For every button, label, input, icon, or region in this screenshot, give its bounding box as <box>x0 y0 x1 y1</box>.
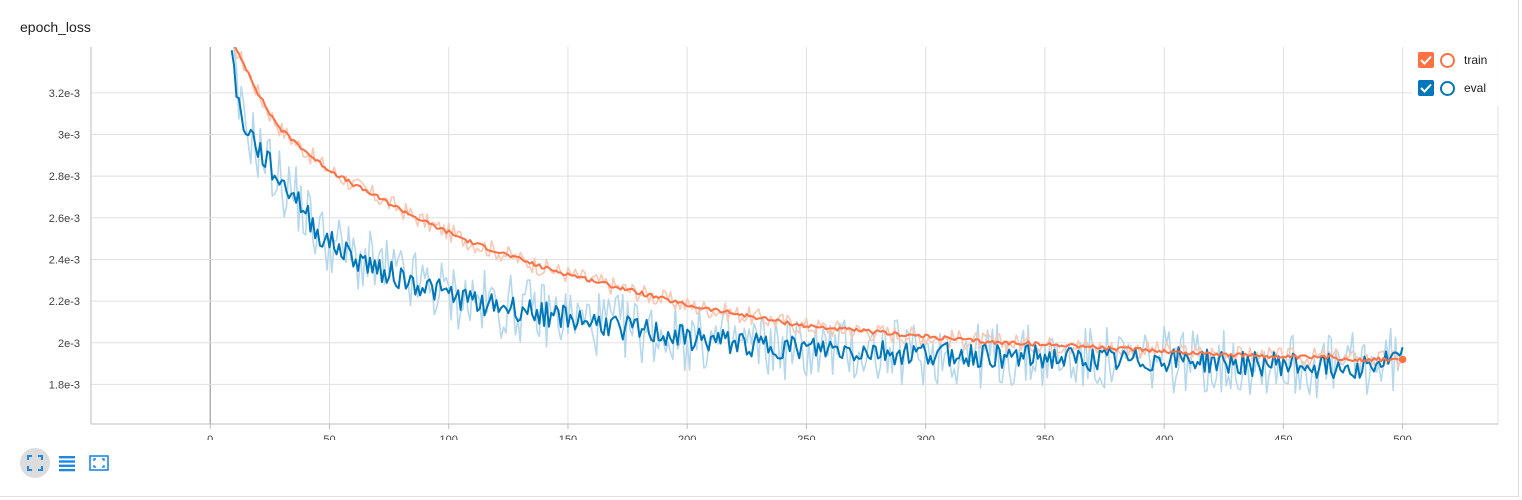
y-tick-label: 1.8e-3 <box>49 379 80 391</box>
x-tick-label: 350 <box>1036 434 1054 440</box>
train-color-circle <box>1440 52 1455 68</box>
y-tick-label: 2.4e-3 <box>49 254 80 266</box>
axes <box>90 47 1498 429</box>
chart-title: epoch_loss <box>20 19 91 35</box>
chart-toolbar <box>20 448 116 478</box>
x-tick-label: 100 <box>440 434 458 440</box>
y-tick-label: 2.2e-3 <box>49 296 80 308</box>
smoothed-series-layer <box>230 47 1404 379</box>
y-tick-label: 2e-3 <box>58 338 80 350</box>
train-raw-line <box>234 47 1404 368</box>
raw-series-layer <box>233 47 1404 399</box>
x-tick-label: 500 <box>1393 434 1411 440</box>
train-series-line <box>234 47 1404 363</box>
x-tick-label: 300 <box>916 434 934 440</box>
y-tick-label: 2.6e-3 <box>49 213 80 225</box>
fit-to-window-icon <box>89 455 109 471</box>
train-checkbox[interactable] <box>1418 52 1434 68</box>
x-tick-label: 50 <box>323 434 335 440</box>
x-tick-label: 150 <box>559 434 577 440</box>
legend-item-train[interactable]: train <box>1412 46 1500 74</box>
legend: train eval <box>1412 44 1500 106</box>
legend-label-train: train <box>1464 53 1488 67</box>
end-markers <box>1398 355 1407 364</box>
check-icon <box>1420 83 1432 93</box>
line-chart[interactable]: 0 50 100 150 200 250 300 350 400 450 500 1.8e-3 2e-3… <box>0 0 1519 440</box>
fit-to-window-button[interactable] <box>84 448 114 478</box>
x-tick-label: 400 <box>1155 434 1173 440</box>
check-icon <box>1420 55 1432 65</box>
x-tick-label: 250 <box>797 434 815 440</box>
legend-label-eval: eval <box>1464 81 1487 95</box>
y-tick-label: 3e-3 <box>58 129 80 141</box>
x-tick-label: 450 <box>1274 434 1292 440</box>
tick-labels: 0 50 100 150 200 250 300 350 400 450 500 1.8e-3 2e-3… <box>49 88 1412 440</box>
x-tick-label: 0 <box>207 434 213 440</box>
fit-domain-button[interactable] <box>20 448 50 478</box>
eval-checkbox[interactable] <box>1418 80 1434 96</box>
toggle-list-button[interactable] <box>52 448 82 478</box>
y-tick-label: 3.2e-3 <box>49 88 80 100</box>
train-end-marker <box>1398 355 1407 364</box>
fit-domain-icon <box>27 455 43 471</box>
x-tick-label: 200 <box>678 434 696 440</box>
eval-color-circle <box>1440 80 1455 96</box>
y-tick-label: 2.8e-3 <box>49 171 80 183</box>
legend-item-eval[interactable]: eval <box>1412 74 1500 102</box>
list-icon <box>59 456 75 472</box>
